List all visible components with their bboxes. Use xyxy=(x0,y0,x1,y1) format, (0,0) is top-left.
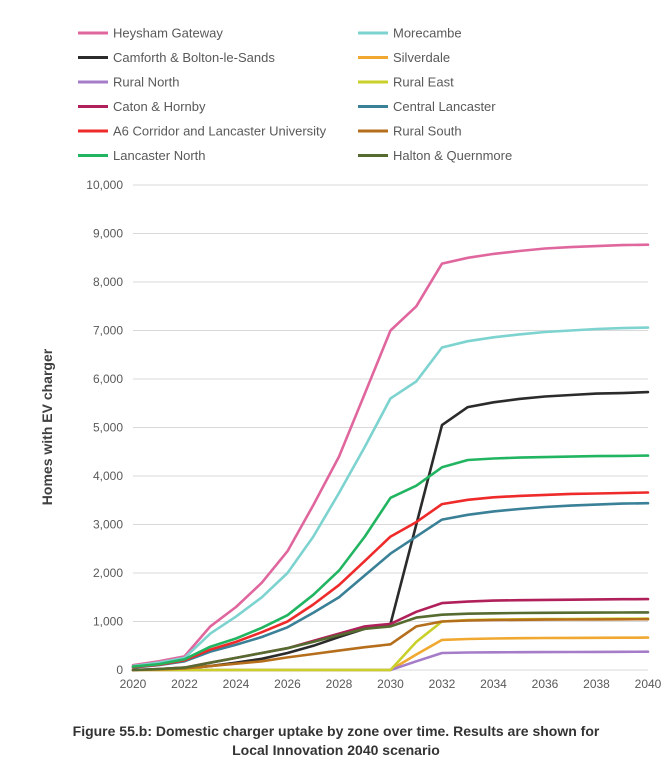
series-line xyxy=(131,617,650,672)
legend-label: Rural South xyxy=(393,124,462,139)
y-tick-label: 2,000 xyxy=(93,566,123,580)
legend-label: Central Lancaster xyxy=(393,99,496,114)
y-axis-title: Homes with EV charger xyxy=(39,348,55,505)
x-tick-label: 2038 xyxy=(583,677,610,691)
legend-label: A6 Corridor and Lancaster University xyxy=(113,124,327,139)
y-axis-ticks: 0 1,000 2,000 3,000 4,000 5,000 6,000 7,000 8,00… xyxy=(86,178,123,677)
legend-label: Heysham Gateway xyxy=(113,26,223,41)
legend-label: Lancaster North xyxy=(113,148,206,163)
legend-label: Morecambe xyxy=(393,26,462,41)
legend-label: Silverdale xyxy=(393,50,450,65)
y-tick-label: 4,000 xyxy=(93,469,123,483)
x-tick-label: 2028 xyxy=(326,677,353,691)
legend-label: Rural East xyxy=(393,75,454,90)
y-tick-label: 10,000 xyxy=(86,178,123,192)
y-tick-label: 6,000 xyxy=(93,372,123,386)
series-line xyxy=(131,326,650,668)
gridlines xyxy=(133,184,648,671)
y-tick-label: 7,000 xyxy=(93,324,123,338)
legend-label: Halton & Quernmore xyxy=(393,148,512,163)
x-axis-ticks: 2020 2022 2024 2026 2028 2030 2032 2034 2036 2038… xyxy=(120,677,662,691)
x-tick-label: 2022 xyxy=(171,677,198,691)
x-tick-label: 2026 xyxy=(274,677,301,691)
x-tick-label: 2036 xyxy=(532,677,559,691)
series-line xyxy=(131,501,650,669)
figure-caption-line-2: Local Innovation 2040 scenario xyxy=(232,742,440,758)
y-tick-label: 1,000 xyxy=(93,615,123,629)
legend-label: Caton & Hornby xyxy=(113,99,206,114)
series-line xyxy=(131,243,650,667)
x-tick-label: 2032 xyxy=(429,677,456,691)
x-tick-label: 2020 xyxy=(120,677,147,691)
legend: Heysham Gateway Morecambe Camforth & Bolto… xyxy=(78,26,512,163)
x-tick-label: 2024 xyxy=(223,677,250,691)
series-line xyxy=(131,454,650,668)
legend-label: Camforth & Bolton-le-Sands xyxy=(113,50,275,65)
series-line xyxy=(131,611,650,672)
y-tick-label: 3,000 xyxy=(93,518,123,532)
y-tick-label: 8,000 xyxy=(93,275,123,289)
x-tick-label: 2034 xyxy=(480,677,507,691)
y-tick-label: 5,000 xyxy=(93,421,123,435)
x-tick-label: 2030 xyxy=(377,677,404,691)
y-tick-label: 0 xyxy=(116,663,123,677)
figure-caption-line-1: Figure 55.b: Domestic charger uptake by … xyxy=(72,723,600,739)
series-lines xyxy=(131,243,650,672)
y-tick-label: 9,000 xyxy=(93,227,123,241)
x-tick-label: 2040 xyxy=(635,677,662,691)
series-line xyxy=(131,491,650,669)
legend-label: Rural North xyxy=(113,75,179,90)
